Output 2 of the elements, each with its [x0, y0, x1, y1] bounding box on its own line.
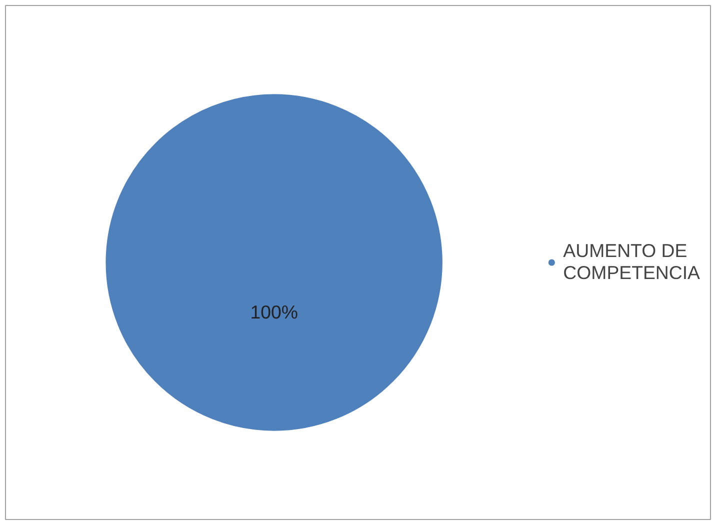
- legend-label: AUMENTO DE COMPETENCIA: [563, 240, 700, 284]
- data-label: 100%: [250, 302, 298, 323]
